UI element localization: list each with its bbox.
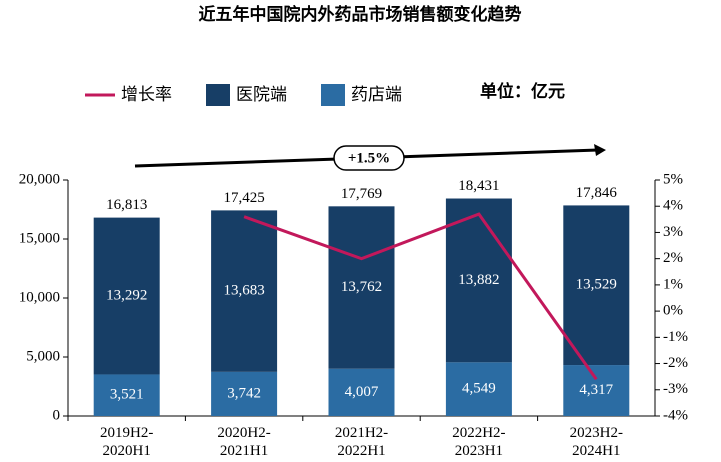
bar-segment [211,371,278,416]
y-tick-label: 0 [53,407,61,423]
y2-tick-label: 5% [663,171,683,187]
bar-segment [563,205,630,366]
legend-swatch [321,84,345,106]
y-tick-label: 5,000 [26,348,60,364]
y2-tick-label: 1% [663,276,683,292]
y2-tick-label: 2% [663,250,683,266]
x-tick-label: 2023H2-2024H1 [569,425,623,459]
bar-segment [445,198,512,363]
value-label: 13,292 [106,287,147,303]
y2-tick-label: 3% [663,224,683,240]
y2-tick-label: -3% [663,381,688,397]
trend-label: +1.5% [348,150,390,166]
bar-segment [211,210,278,372]
value-label: 4,007 [345,384,379,400]
trend-box [333,145,405,171]
y-tick-label: 10,000 [19,289,60,305]
bar-segment [93,374,160,416]
value-label: 4,549 [462,381,496,397]
y2-tick-label: 0% [663,303,683,319]
y-tick-label: 15,000 [19,230,60,246]
total-label: 16,813 [106,197,147,213]
y2-tick-label: -1% [663,329,688,345]
bar-segment [93,217,160,375]
value-label: 4,317 [579,382,613,398]
bar-segment [328,368,395,416]
x-tick-label: 2022H2-2023H1 [452,425,506,459]
unit-note: 单位：亿元 [480,81,565,101]
x-tick-label: 2020H2-2021H1 [217,425,271,459]
trend-arrowhead [594,144,606,156]
total-label: 18,431 [458,178,499,194]
total-label: 17,769 [341,186,382,202]
growth-line [243,212,598,381]
y2-tick-label: 4% [663,198,683,214]
bar-segment [563,365,630,416]
total-label: 17,846 [576,185,618,201]
chart-title: 近五年中国院内外药品市场销售额变化趋势 [199,4,522,24]
legend-label: 医院端 [236,85,287,104]
legend-label: 增长率 [121,85,172,104]
value-label: 13,529 [576,277,617,293]
bar-segment [445,362,512,416]
legend-swatch [206,84,230,106]
x-tick-label: 2019H2-2020H1 [100,425,154,459]
value-label: 3,521 [110,387,144,403]
legend-label: 药店端 [351,85,402,104]
y2-tick-label: -2% [663,355,688,371]
total-label: 17,425 [223,190,264,206]
y-tick-label: 20,000 [19,171,60,187]
x-tick-label: 2021H2-2022H1 [334,425,389,459]
value-label: 3,742 [227,385,261,401]
value-label: 13,762 [341,279,382,295]
y2-tick-label: -4% [663,407,688,423]
bar-segment [328,206,395,369]
value-label: 13,683 [223,283,264,299]
value-label: 13,882 [458,272,499,288]
